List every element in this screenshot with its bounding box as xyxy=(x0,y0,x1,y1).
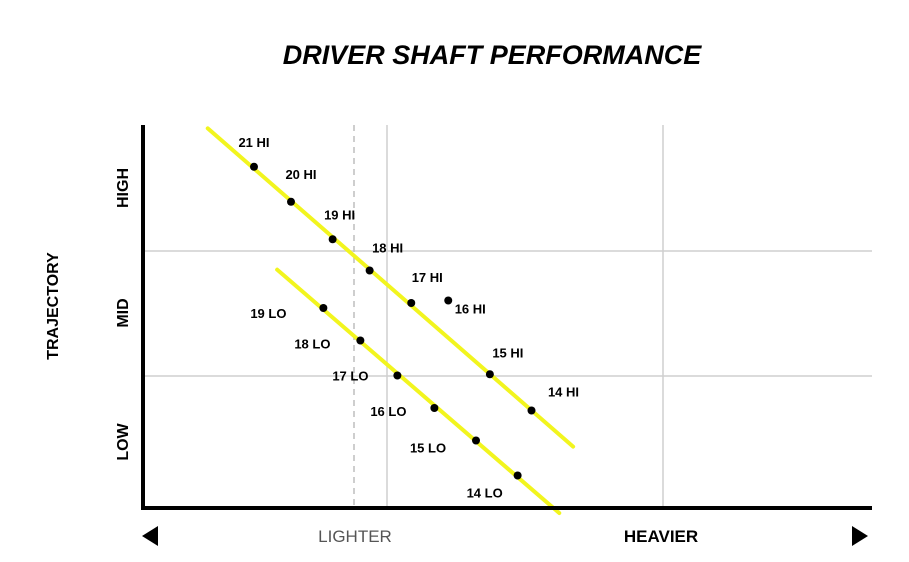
data-point-14-lo xyxy=(513,471,522,480)
data-label-15-hi: 15 HI xyxy=(492,345,523,360)
data-point-15-lo xyxy=(472,436,480,445)
data-label-15-lo: 15 LO xyxy=(410,441,446,456)
data-point-20-hi xyxy=(287,197,295,206)
y-band-label-low: LOW xyxy=(115,422,132,460)
arrow-left-icon xyxy=(142,526,158,546)
x-label-lighter: LIGHTER xyxy=(318,527,392,546)
gridlines xyxy=(143,125,872,508)
y-axis-label: TRAJECTORY xyxy=(45,252,62,360)
data-label-21-hi: 21 HI xyxy=(238,135,269,150)
x-label-heavier: HEAVIER xyxy=(624,527,698,546)
data-label-18-hi: 18 HI xyxy=(372,241,403,256)
data-label-16-hi: 16 HI xyxy=(455,302,486,317)
data-point-16-lo xyxy=(430,404,439,412)
data-point-19-lo xyxy=(319,304,328,312)
arrow-right-icon xyxy=(852,526,868,546)
data-point-15-hi xyxy=(485,370,494,379)
data-label-14-hi: 14 HI xyxy=(548,385,579,400)
data-label-14-lo: 14 LO xyxy=(467,486,503,501)
data-label-20-hi: 20 HI xyxy=(285,167,316,182)
data-label-19-hi: 19 HI xyxy=(324,207,355,222)
chart-title: DRIVER SHAFT PERFORMANCE xyxy=(283,40,703,70)
data-point-17-lo xyxy=(393,371,402,380)
data-label-19-lo: 19 LO xyxy=(250,306,286,321)
data-point-16-hi xyxy=(444,296,453,305)
data-point-21-hi xyxy=(250,162,258,171)
data-point-14-hi xyxy=(527,406,536,415)
y-band-label-mid: MID xyxy=(115,298,132,327)
trend-line-0 xyxy=(205,126,576,449)
data-point-18-lo xyxy=(356,336,365,345)
data-point-17-hi xyxy=(407,299,416,307)
data-label-17-lo: 17 LO xyxy=(332,369,368,384)
data-label-17-hi: 17 HI xyxy=(412,270,443,285)
data-points: 21 HI 20 HI 19 HI 18 HI 17 HI 16 HI 15 HI 14 HI… xyxy=(238,135,579,501)
data-point-18-hi xyxy=(365,266,374,275)
data-label-16-lo: 16 LO xyxy=(370,404,406,419)
data-point-19-hi xyxy=(328,235,337,244)
y-band-label-high: HIGH xyxy=(115,168,132,208)
data-label-18-lo: 18 LO xyxy=(294,337,330,352)
